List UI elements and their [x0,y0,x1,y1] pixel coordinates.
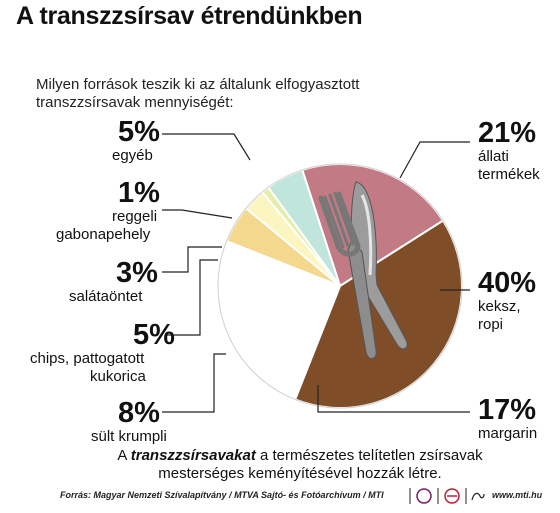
leader-line-chips [165,259,218,336]
pct-salata: 3% [116,257,158,289]
label-allati-2: termékek [478,166,540,183]
label-keksz-1: keksz, [478,298,521,315]
credit-bar: Forrás: Magyar Nemzeti Szívalapítvány / … [60,486,560,506]
leader-line-salata [162,246,222,273]
label-allati-1: állati [478,148,509,165]
pie-outline [217,163,463,409]
agency-logos-icon [409,488,485,504]
label-gabona-1: reggeli [112,208,158,225]
leader-line-krumpli [162,353,226,413]
leader-line-margarin [317,385,470,413]
footnote-suffix: a természetes telítetlen zsírsavak [255,447,483,464]
label-krumpli: sült krumpli [91,428,167,445]
pct-chips: 5% [133,319,175,351]
source-credit: Forrás: Magyar Nemzeti Szívalapítvány / … [60,490,384,500]
label-keksz-2: ropi [478,316,504,333]
label-chips-1: chips, pattogatott [30,350,145,367]
pct-margarin: 17% [478,394,537,426]
leader-line-gabona [162,209,233,219]
label-salata: salátaöntet [69,288,143,305]
leader-line-egyeb [162,133,251,161]
footnote-prefix: A [117,447,131,464]
pct-keksz: 40% [478,267,537,299]
pct-krumpli: 8% [118,397,160,429]
chart-title: A transzzsírsav étrendünkben [16,2,363,30]
label-gabona-2: gabonapehely [56,226,151,243]
label-chips-2: kukorica [90,368,146,385]
footnote-line2: mesterséges keményítésével hozzák létre. [158,465,442,482]
leader-line-allati [399,141,470,179]
footnote: A transzzsírsavakat a természetes telíte… [90,447,510,483]
footnote-bold: transzzsírsavakat [130,447,256,464]
label-egyeb: egyéb [112,147,153,164]
pct-egyeb: 5% [118,116,160,148]
fork-and-knife-icon [318,181,408,359]
label-margarin: margarin [478,425,538,442]
pct-gabona: 1% [118,177,160,209]
site-url: www.mti.hu [492,490,543,500]
chart-subtitle: Milyen források teszik ki az általunk el… [36,76,360,111]
pct-allati: 21% [478,117,537,149]
